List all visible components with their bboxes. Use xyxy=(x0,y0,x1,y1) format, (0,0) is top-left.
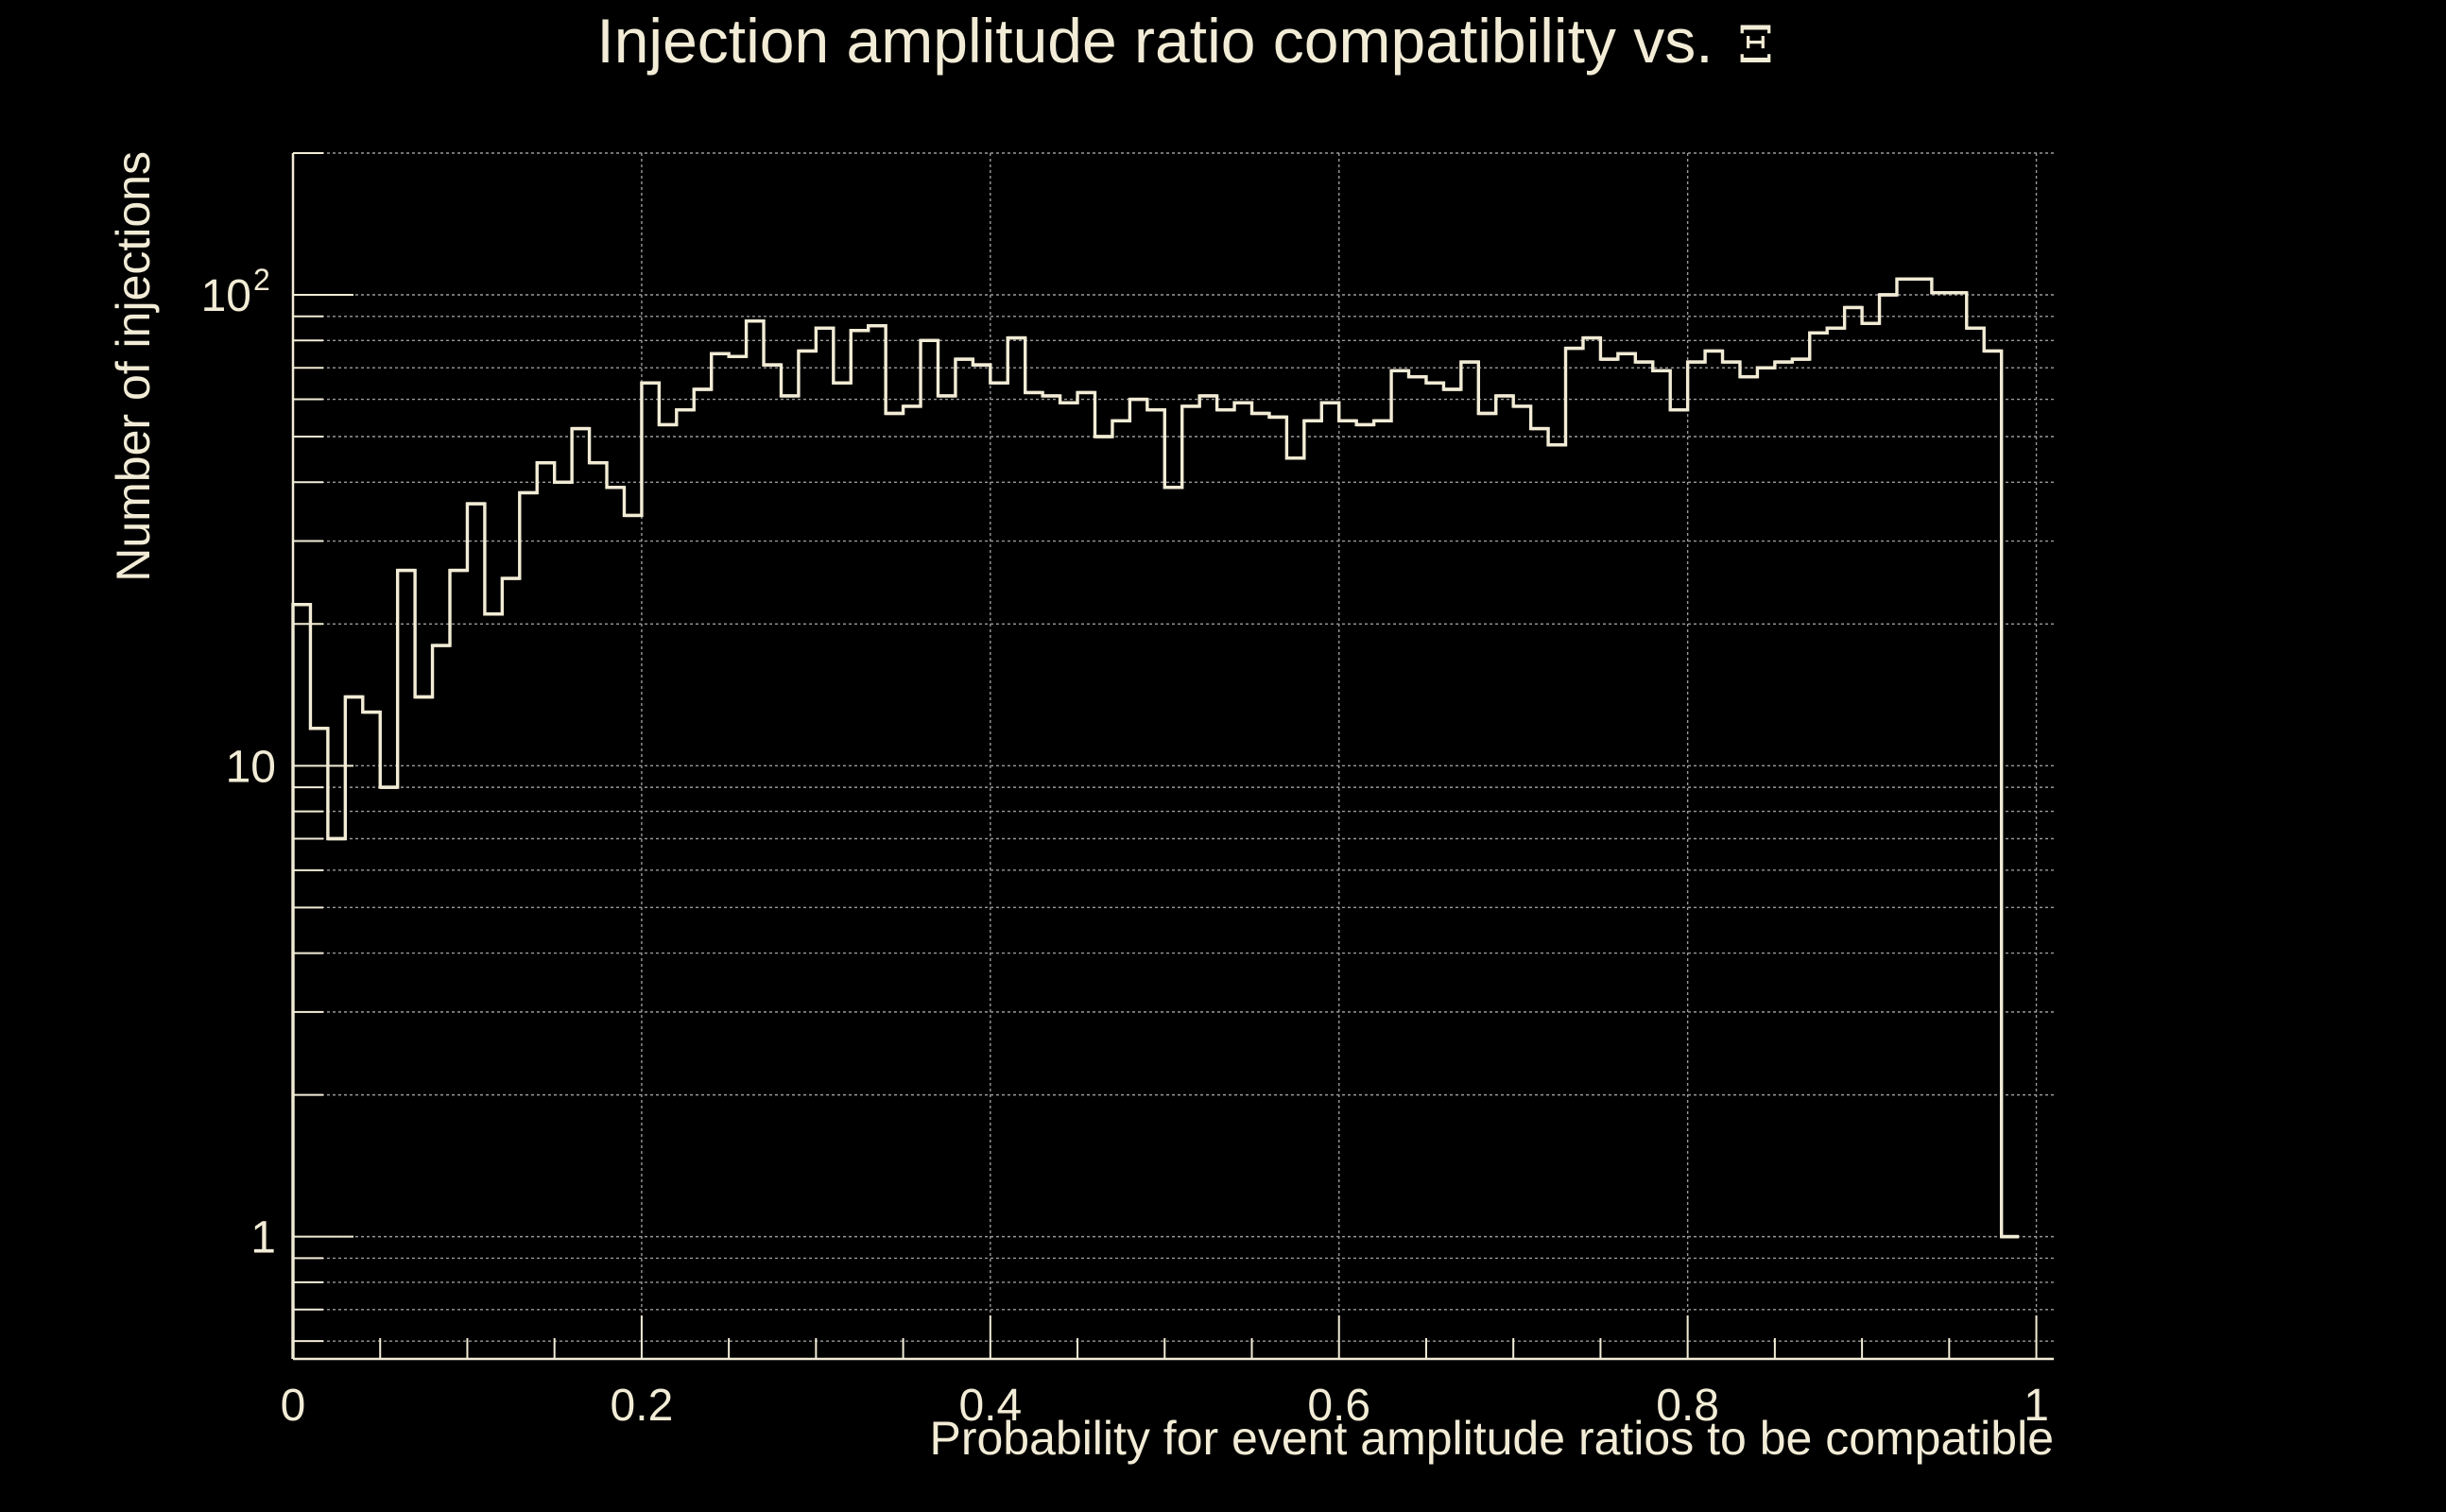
x-tick-label: 0.8 xyxy=(1656,1381,1719,1431)
plot-frame xyxy=(291,153,2054,1361)
x-axis-label: Probability for event amplitude ratios t… xyxy=(929,1412,2054,1465)
axis-ticks xyxy=(292,152,2038,1359)
x-tick-label: 1 xyxy=(2024,1381,2049,1431)
grid-lines xyxy=(292,152,2054,1359)
x-tick-label: 0.6 xyxy=(1307,1381,1370,1431)
histogram-series xyxy=(291,277,2020,1359)
x-tick-label: 0.4 xyxy=(958,1381,1022,1431)
y-tick-label: 1 xyxy=(250,1213,276,1263)
x-tick-label: 0 xyxy=(281,1381,306,1431)
chart-title-text: Injection amplitude ratio compatibility … xyxy=(596,6,1713,76)
chart-title: Injection amplitude ratio compatibility … xyxy=(596,6,1773,76)
chart-title-symbol: Ξ xyxy=(1738,15,1774,75)
y-axis-label: Number of injections xyxy=(107,151,160,582)
y-tick-label: 10 xyxy=(226,742,276,792)
y-tick-label: 10 xyxy=(201,271,251,321)
y-tick-label-exponent: 2 xyxy=(253,263,270,297)
x-tick-label: 0.2 xyxy=(611,1381,674,1431)
histogram-outline xyxy=(291,277,2020,1359)
